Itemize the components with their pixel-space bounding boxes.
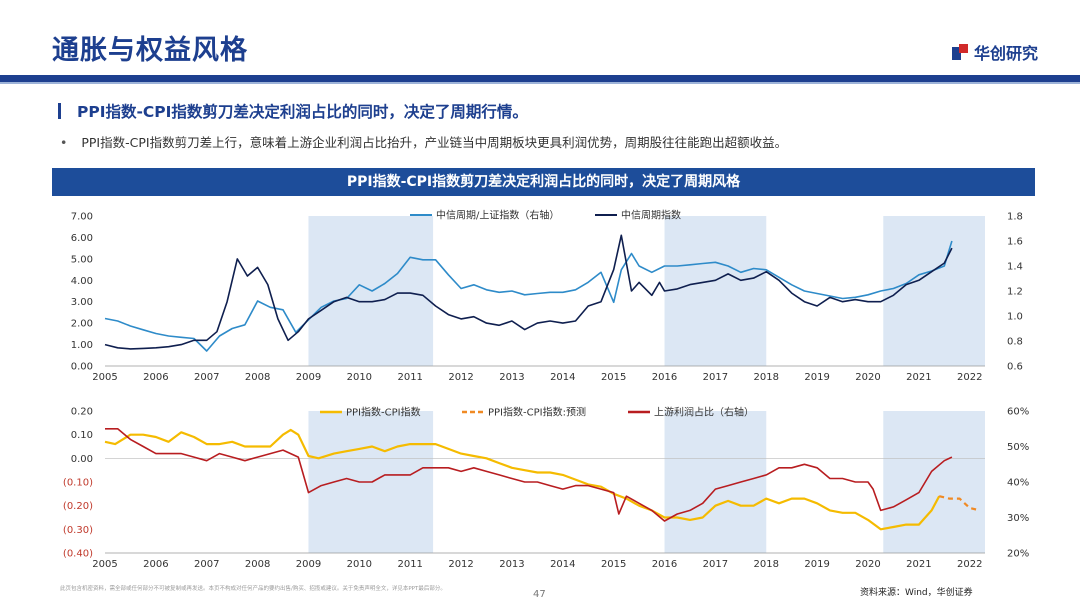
y-left-tick-label: 0.10 <box>71 430 93 441</box>
x-tick-label: 2011 <box>397 559 422 570</box>
y-left-tick-label: 0.20 <box>71 407 93 418</box>
shaded-period-2-1 <box>308 411 434 553</box>
x-tick-label: 2008 <box>245 559 270 570</box>
x-tick-label: 2008 <box>245 372 270 383</box>
x-tick-label: 2007 <box>194 559 219 570</box>
x-tick-label: 2009 <box>296 372 321 383</box>
y-right-tick-label: 1.4 <box>1007 262 1023 273</box>
y-left-tick-label: 0.00 <box>71 454 93 465</box>
y-right-tick-label: 1.0 <box>1007 312 1023 323</box>
legend-label: PPI指数-CPI指数:预测 <box>488 406 586 419</box>
x-tick-label: 2009 <box>296 559 321 570</box>
y-left-tick-label: (0.20) <box>63 501 93 512</box>
y-right-tick-label: 0.6 <box>1007 362 1023 373</box>
x-tick-label: 2022 <box>957 559 982 570</box>
x-tick-label: 2019 <box>804 372 829 383</box>
x-tick-label: 2013 <box>499 559 524 570</box>
y-left-tick-label: (0.40) <box>63 549 93 560</box>
x-tick-label: 2013 <box>499 372 524 383</box>
x-tick-label: 2006 <box>143 559 168 570</box>
y-left-tick-label: 1.00 <box>71 340 93 351</box>
x-tick-label: 2016 <box>652 559 677 570</box>
y-left-tick-label: 2.00 <box>71 319 93 330</box>
x-tick-label: 2021 <box>906 559 931 570</box>
x-tick-label: 2012 <box>448 559 473 570</box>
page-number: 47 <box>533 589 546 600</box>
x-tick-label: 2010 <box>347 559 372 570</box>
logo-text: 华创研究 <box>973 44 1038 63</box>
series-line-2-3 <box>105 427 953 522</box>
x-tick-label: 2018 <box>754 559 779 570</box>
x-tick-label: 2014 <box>550 559 575 570</box>
series-line-1-2 <box>104 234 953 350</box>
shaded-period-1-1 <box>308 216 434 366</box>
shaded-period-1-3 <box>883 216 985 366</box>
section-heading: PPI指数-CPI指数剪刀差决定利润占比的同时，决定了周期行情。 <box>58 100 528 122</box>
x-tick-label: 2015 <box>601 559 626 570</box>
shaded-period-2-3 <box>883 411 985 553</box>
source-note: 资料来源：Wind，华创证券 <box>860 588 973 598</box>
y-left-tick-label: 4.00 <box>71 276 93 287</box>
y-right-tick-label: 20% <box>1007 549 1029 560</box>
y-right-tick-label: 40% <box>1007 478 1029 489</box>
x-tick-label: 2012 <box>448 372 473 383</box>
logo-icon <box>951 44 968 60</box>
page-title: 通胀与权益风格 <box>52 35 248 66</box>
y-right-tick-label: 1.6 <box>1007 237 1023 248</box>
x-tick-label: 2020 <box>855 372 880 383</box>
y-left-tick-label: (0.10) <box>63 478 93 489</box>
x-tick-label: 2011 <box>397 372 422 383</box>
header-divider-light <box>0 82 1080 84</box>
x-tick-label: 2014 <box>550 372 575 383</box>
heading-bar <box>58 103 61 119</box>
x-tick-label: 2017 <box>703 559 728 570</box>
x-tick-label: 2005 <box>92 372 117 383</box>
y-right-tick-label: 1.8 <box>1007 212 1023 223</box>
x-tick-label: 2010 <box>347 372 372 383</box>
chart-banner: PPI指数-CPI指数剪刀差决定利润占比的同时，决定了周期风格 <box>52 168 1035 196</box>
x-tick-label: 2007 <box>194 372 219 383</box>
x-tick-label: 2016 <box>652 372 677 383</box>
disclaimer-footnote: 此页包含机密资料，需全部或任何部分不可被复制或再发送。本页不构成对任何产品的要约… <box>60 586 446 592</box>
bullet-text: PPI指数-CPI指数剪刀差上行，意味着上游企业利润占比抬升，产业链当中周期板块… <box>81 135 788 150</box>
x-tick-label: 2015 <box>601 372 626 383</box>
brand-logo: 华创研究 <box>951 40 1038 64</box>
y-left-tick-label: 0.00 <box>71 362 93 373</box>
legend-label: 上游利润占比（右轴） <box>654 406 754 419</box>
series-line-1-1 <box>104 240 953 352</box>
x-tick-label: 2006 <box>143 372 168 383</box>
x-tick-label: 2019 <box>804 559 829 570</box>
series-line-2-1 <box>104 428 941 531</box>
bullet-point: • PPI指数-CPI指数剪刀差上行，意味着上游企业利润占比抬升，产业链当中周期… <box>60 132 787 151</box>
y-left-tick-label: (0.30) <box>63 525 93 536</box>
series-line-2-2 <box>938 495 981 512</box>
shaded-period-2-2 <box>664 411 767 553</box>
legend-label: 中信周期指数 <box>621 209 681 222</box>
x-tick-label: 2018 <box>754 372 779 383</box>
y-right-tick-label: 30% <box>1007 513 1029 524</box>
heading-text: PPI指数-CPI指数剪刀差决定利润占比的同时，决定了周期行情。 <box>77 103 528 121</box>
y-left-tick-label: 5.00 <box>71 254 93 265</box>
x-tick-label: 2005 <box>92 559 117 570</box>
y-left-tick-label: 3.00 <box>71 297 93 308</box>
shaded-period-1-2 <box>664 216 767 366</box>
y-right-tick-label: 60% <box>1007 407 1029 418</box>
x-tick-label: 2020 <box>855 559 880 570</box>
header-divider <box>0 75 1080 82</box>
bullet-dot-icon: • <box>60 135 68 150</box>
y-right-tick-label: 0.8 <box>1007 337 1023 348</box>
legend-label: 中信周期/上证指数（右轴） <box>436 209 559 222</box>
x-tick-label: 2021 <box>906 372 931 383</box>
y-right-tick-label: 1.2 <box>1007 287 1023 298</box>
y-right-tick-label: 50% <box>1007 442 1029 453</box>
legend-label: PPI指数-CPI指数 <box>346 406 421 419</box>
y-left-tick-label: 6.00 <box>71 233 93 244</box>
x-tick-label: 2022 <box>957 372 982 383</box>
y-left-tick-label: 7.00 <box>71 212 93 223</box>
x-tick-label: 2017 <box>703 372 728 383</box>
